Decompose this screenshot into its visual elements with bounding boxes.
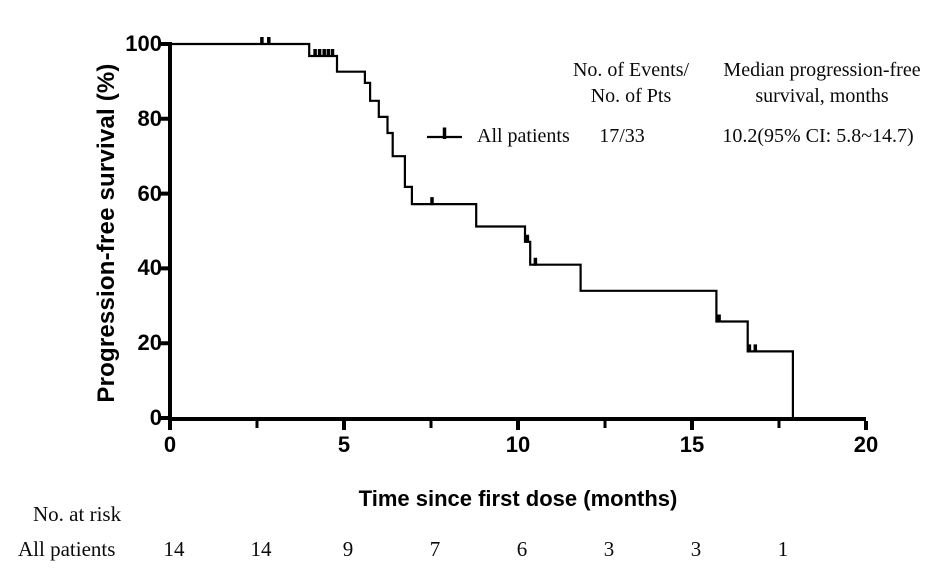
events-column-header-line2: No. of Pts bbox=[590, 85, 672, 107]
km-curve bbox=[170, 42, 794, 418]
events-column-header-line1: No. of Events/ bbox=[572, 59, 690, 81]
events-value: 17/33 bbox=[599, 125, 645, 147]
y-tick-marks bbox=[160, 42, 170, 420]
at-risk-value: 3 bbox=[690, 537, 702, 561]
at-risk-value: 9 bbox=[342, 537, 354, 561]
median-column-header-line1: Median progression-free bbox=[723, 59, 921, 81]
at-risk-value: 14 bbox=[163, 537, 185, 561]
x-tick-label: 10 bbox=[505, 432, 531, 457]
y-tick-label: 40 bbox=[137, 255, 162, 281]
y-tick-label: 0 bbox=[149, 405, 162, 430]
y-tick-label: 100 bbox=[125, 31, 162, 56]
at-risk-header: No. at risk bbox=[33, 502, 122, 526]
legend-series-label: All patients bbox=[477, 125, 570, 147]
x-major-tick-marks bbox=[168, 421, 868, 430]
x-axis-label: Time since first dose (months) bbox=[358, 486, 678, 511]
events-column-header: No. of Events/ No. of Pts bbox=[521, 57, 741, 109]
x-tick-label: 20 bbox=[853, 432, 879, 457]
at-risk-value: 1 bbox=[777, 537, 789, 561]
y-tick-label: 60 bbox=[137, 180, 162, 206]
x-tick-label: 15 bbox=[679, 432, 705, 457]
median-value: 10.2(95% CI: 5.8~14.7) bbox=[722, 125, 914, 147]
at-risk-value: 6 bbox=[516, 537, 528, 561]
censor-ticks bbox=[260, 37, 758, 353]
y-tick-label: 20 bbox=[137, 330, 162, 356]
axis-lines bbox=[168, 42, 866, 421]
x-tick-label: 0 bbox=[163, 432, 177, 457]
at-risk-row-label: All patients bbox=[18, 537, 116, 561]
median-column-header: Median progression-free survival, months bbox=[692, 57, 931, 109]
at-risk-value: 3 bbox=[603, 537, 615, 561]
x-tick-label: 5 bbox=[337, 432, 351, 457]
median-column-header-line2: survival, months bbox=[755, 85, 889, 107]
at-risk-value: 14 bbox=[250, 537, 272, 561]
x-minor-tick-marks bbox=[255, 421, 781, 428]
y-tick-label: 80 bbox=[137, 105, 162, 131]
at-risk-value: 7 bbox=[429, 537, 441, 561]
y-axis-label: Progression-free survival (%) bbox=[93, 63, 120, 403]
